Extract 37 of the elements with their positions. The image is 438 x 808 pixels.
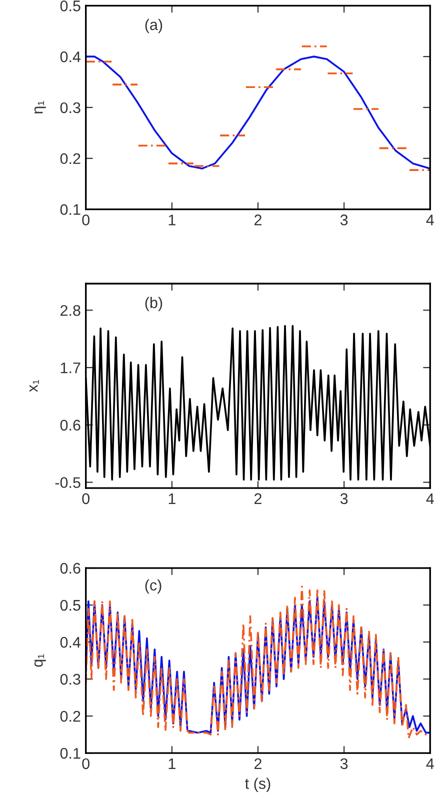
y-tick-label: 0.1: [60, 204, 80, 215]
y-tick-label: 1.7: [60, 362, 80, 374]
y-tick-label: 0.1: [60, 748, 80, 759]
y-tick-label: 0.3: [60, 102, 80, 114]
y-tick-label: 0.2: [60, 710, 80, 722]
y-tick-label: 0.5: [60, 0, 80, 12]
annotation: (b): [145, 296, 162, 312]
annotation: (a): [145, 18, 162, 34]
x-tick-label: 4: [426, 214, 434, 226]
x-tick-label: 0: [82, 214, 90, 226]
annotation: (c): [145, 579, 162, 594]
y-tick-label: 0.3: [60, 674, 80, 685]
y-tick-label: 2.8: [60, 305, 80, 316]
y-tick-label: 0.2: [60, 153, 80, 164]
y-axis-title: x₁: [30, 380, 39, 392]
x-tick-label: 0: [82, 493, 90, 504]
x-tick-label: 3: [340, 214, 348, 226]
y-tick-label: -0.5: [55, 477, 80, 488]
x-tick-label: 2: [254, 214, 262, 226]
x-tick-label: 2: [254, 758, 262, 769]
x-axis-title: t (s): [245, 778, 270, 792]
y-axis-title: q₁: [34, 654, 46, 667]
x-tick-label: 4: [426, 493, 434, 504]
y-tick-label: 0.6: [60, 562, 80, 574]
x-tick-label: 2: [254, 493, 262, 504]
x-tick-label: 3: [340, 758, 348, 770]
x-tick-label: 1: [168, 758, 176, 769]
y-tick-label: 0.4: [60, 51, 81, 62]
x-tick-label: 4: [426, 758, 434, 769]
y-axis-title: η₁: [34, 101, 46, 114]
x-tick-label: 3: [340, 493, 348, 504]
y-tick-label: 0.5: [60, 600, 80, 611]
x-tick-label: 1: [168, 214, 176, 226]
y-tick-label: 0.4: [60, 636, 81, 648]
x-tick-label: 0: [82, 758, 90, 770]
x-tick-label: 1: [168, 493, 176, 504]
y-tick-label: 0.6: [60, 420, 80, 431]
